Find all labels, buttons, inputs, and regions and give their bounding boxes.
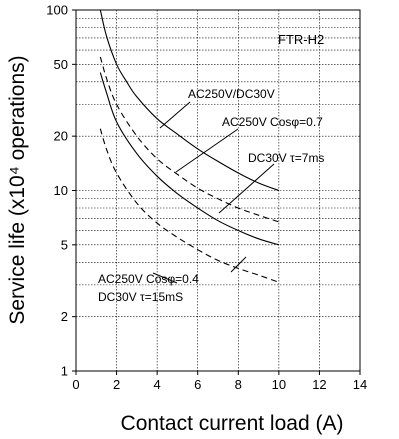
y-tick-label: 10	[54, 183, 68, 198]
y-tick-label: 2	[61, 309, 68, 324]
series-line-2	[99, 56, 280, 223]
model-label: FTR-H2	[278, 32, 324, 47]
annotation-label-4: AC250V Cosφ=0.4	[98, 272, 199, 286]
y-tick-label: 20	[54, 129, 68, 144]
annotation-label-5: DC30V τ=15mS	[98, 290, 183, 304]
annotation-leader-3	[218, 163, 275, 214]
annotation-leaders	[152, 101, 275, 284]
y-tick-label: 50	[54, 57, 68, 72]
annotation-leader-1	[159, 101, 191, 129]
x-tick-label: 8	[235, 377, 242, 392]
annotation-leader-4	[152, 272, 178, 284]
x-axis-title: Contact current load (A)	[121, 412, 344, 435]
x-tick-label: 10	[272, 377, 286, 392]
series-line-3	[99, 72, 280, 246]
annotation-label-2: AC250V Cosφ=0.7	[222, 115, 323, 129]
annotation-leader-2	[175, 128, 239, 173]
series-curves	[99, 9, 280, 283]
x-tick-label: 12	[312, 377, 326, 392]
x-tick-label: 0	[72, 377, 79, 392]
annotation-label-1: AC250V/DC30V	[188, 87, 275, 101]
x-tick-label: 14	[353, 377, 367, 392]
y-tick-label: 5	[61, 237, 68, 252]
annotation-label-3: DC30V τ=7ms	[248, 151, 324, 165]
y-tick-label: 100	[46, 3, 68, 18]
x-tick-label: 2	[113, 377, 120, 392]
y-tick-label: 1	[61, 364, 68, 379]
grid-lines	[76, 10, 360, 371]
series-line-4	[99, 128, 280, 283]
series-line-1	[99, 9, 280, 192]
annotation-leader-5	[230, 256, 247, 273]
y-axis-title: Service life (x10⁴ operations)	[6, 55, 29, 324]
x-tick-label: 4	[154, 377, 161, 392]
plot-frame	[72, 9, 361, 375]
x-tick-label: 6	[194, 377, 201, 392]
annotation-labels: AC250V/DC30V AC250V Cosφ=0.7 DC30V τ=7ms AC…	[98, 87, 324, 304]
